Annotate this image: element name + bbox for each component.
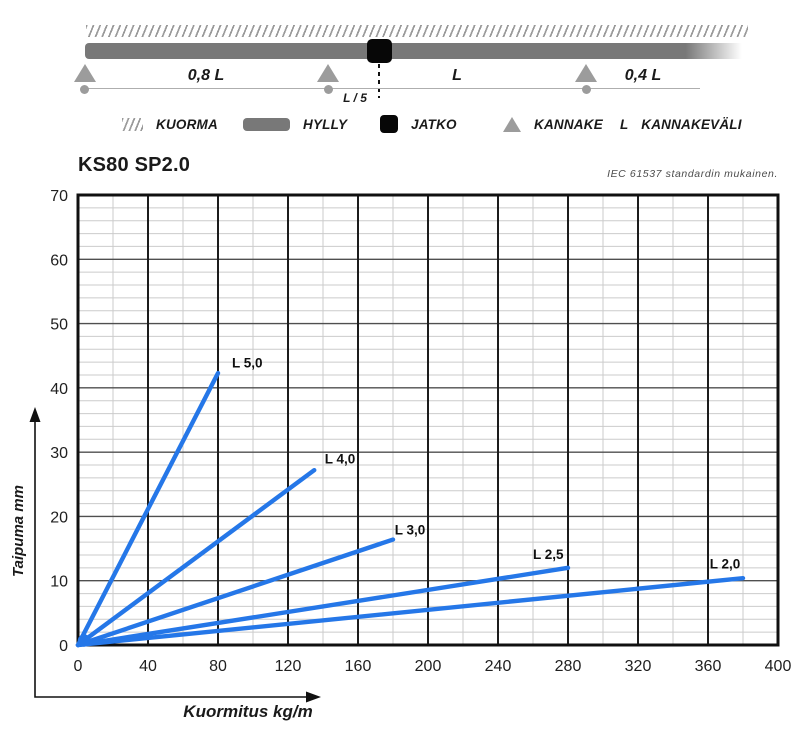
y-tick-label: 20 [50,509,68,526]
shelf-bar [85,43,745,59]
support-triangle-3 [575,64,597,82]
dimension-dot-2 [323,84,333,94]
beam-diagram: 0,8 L L 0,4 L L / 5 KUORMA HYLLY JATKO K… [0,0,800,146]
plot-border [76,193,780,647]
support-triangle-icon [503,116,521,132]
y-tick-label: 50 [50,317,68,334]
series-label: L 3,0 [395,522,426,537]
x-axis-title: Kuormitus kg/m [183,702,313,721]
y-tick-label: 0 [59,638,68,655]
legend-label: KUORMA [156,116,218,132]
span-symbol-L: L [620,116,629,132]
span-label-04L: 0,4 L [624,67,662,84]
y-tick-label: 40 [50,381,68,398]
x-tick-label: 160 [345,658,372,675]
legend-item-jatko: JATKO [380,114,457,134]
x-tick-label: 320 [625,658,652,675]
y-tick-label: 30 [50,445,68,462]
legend-label: KANNAKE [534,116,603,132]
x-tick-label: 40 [139,658,157,675]
origin-dot [77,634,91,647]
load-hatch-icon [122,117,143,131]
series-line [75,575,746,648]
legend-label: HYLLY [303,116,348,132]
axis-arrow-line [34,420,308,698]
series-line [75,370,221,648]
chart-standard-note: IEC 61537 standardin mukainen. [607,168,778,180]
legend-item-hylly: HYLLY [243,114,347,134]
x-tick-label: 200 [415,658,442,675]
support-triangle-1 [74,64,96,82]
y-tick-label: 60 [50,252,68,269]
y-tick-label: 10 [50,574,68,591]
x-tick-label: 120 [275,658,302,675]
span-label-08L: 0,8 L [187,67,225,84]
x-tick-label: 240 [485,658,512,675]
joint-dashed-line [377,64,380,98]
x-tick-label: 280 [555,658,582,675]
deflection-chart: KS80 SP2.0 IEC 61537 standardin mukainen… [0,146,800,736]
series-label: L 4,0 [325,452,356,467]
x-tick-label: 80 [209,658,227,675]
x-tick-label: 0 [74,658,83,675]
x-tick-label: 400 [765,658,792,675]
y-axis-arrowhead [29,407,41,422]
shelf-bar-icon [243,117,290,131]
y-tick-label: 70 [50,188,68,205]
series-line [75,537,396,648]
series-label: L 2,0 [710,557,741,572]
series-line [75,565,571,648]
series-label: L 5,0 [232,355,263,370]
legend-label: JATKO [411,116,457,132]
dimension-line [84,88,700,89]
legend-item-kannakevali: L KANNAKEVÄLI [620,114,742,134]
legend-label: KANNAKEVÄLI [641,116,742,132]
span-label-L: L [452,67,462,84]
support-triangle-2 [317,64,339,82]
joint-marker [367,39,392,63]
dimension-dot-1 [79,84,89,94]
x-axis-arrowhead [306,691,321,703]
load-hatch-strip [86,25,748,37]
x-tick-label: 360 [695,658,722,675]
series-line [75,467,317,648]
joint-icon [380,115,398,133]
y-axis-title: Taipuma mm [10,485,27,577]
dimension-dot-3 [581,84,591,94]
chart-canvas: L 5,0L 4,0L 3,0L 2,5L 2,00 40 80 120 160 200 2… [29,188,792,703]
chart-title: KS80 SP2.0 [78,154,191,176]
legend-item-kannake: KANNAKE [503,114,603,134]
series-label: L 2,5 [533,547,564,562]
joint-offset-label: L / 5 [343,91,367,105]
legend-item-kuorma: KUORMA [122,114,218,134]
